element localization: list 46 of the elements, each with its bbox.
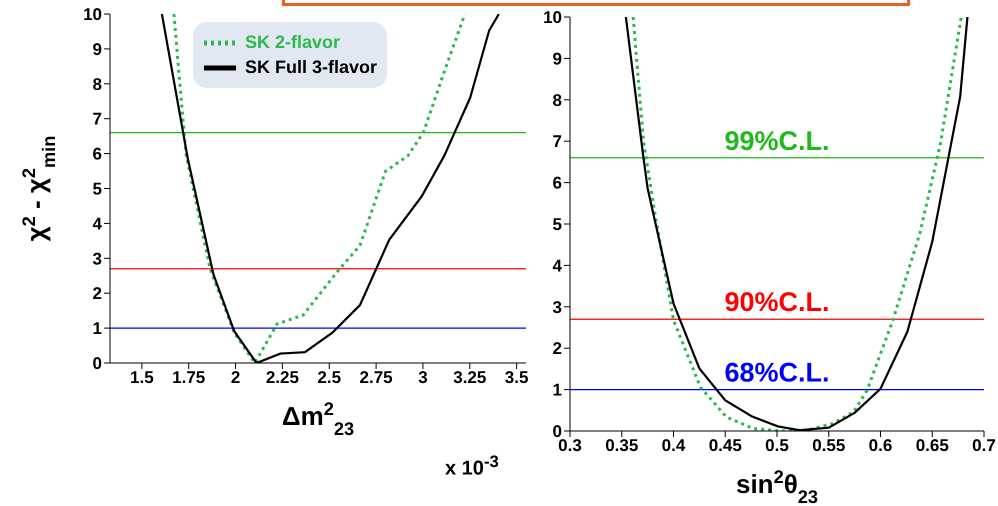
y-tick-label: 5: [92, 180, 102, 199]
y-tick-label: 10: [83, 5, 102, 24]
x-tick-label: 0.5: [765, 436, 789, 456]
x-tick-label: 0.6: [868, 436, 892, 456]
x-tick-label: 3: [418, 368, 428, 388]
y-tick-label: 9: [552, 49, 562, 68]
x-tick-label: 2.25: [266, 368, 299, 388]
ref-line-label: 68%C.L.: [724, 358, 830, 388]
y-tick-label: 1: [92, 319, 102, 338]
x-tick-label: 1.75: [172, 368, 206, 388]
x-tick-label: 0.55: [812, 436, 846, 456]
x-tick-label: 0.3: [558, 436, 582, 456]
x-tick-label: 0.4: [662, 436, 686, 456]
y-tick-label: 2: [552, 339, 562, 358]
legend-label: SK Full 3-flavor: [245, 57, 378, 78]
ref-line-label: 99%C.L.: [724, 126, 830, 156]
y-tick-label: 4: [92, 214, 103, 234]
x-tick-label: 2.75: [360, 368, 393, 388]
y-tick-label: 3: [92, 249, 102, 268]
y-tick-label: 10: [543, 8, 562, 28]
y-tick-label: 4: [552, 256, 563, 276]
x-tick-label: 0.65: [916, 436, 949, 456]
y-tick-label: 3: [552, 298, 562, 317]
x-tick-label: 3.5: [504, 368, 528, 388]
y-tick-label: 8: [92, 74, 102, 94]
x-tick-label: 1.5: [130, 368, 154, 388]
x-tick-label: 3.25: [453, 368, 486, 388]
y-tick-label: 7: [552, 132, 562, 152]
y-tick-label: 1: [552, 380, 562, 400]
legend-label: SK 2-flavor: [245, 32, 340, 53]
y-tick-label: 6: [552, 174, 562, 193]
x-tick-label: 0.45: [708, 436, 742, 456]
y-tick-label: 9: [92, 40, 102, 59]
ref-line-label: 90%C.L.: [724, 287, 830, 318]
x-tick-label: 0.7: [972, 436, 996, 456]
x-tick-label: 0.35: [605, 436, 638, 456]
x-tick-label: 2: [230, 368, 240, 388]
y-tick-label: 0: [92, 354, 102, 374]
y-tick-label: 8: [552, 90, 562, 110]
x-axis-title: sin$^{2}$θ$_{23}$: [736, 467, 818, 506]
text: x 10$^{-3}$: [445, 452, 499, 481]
y-tick-label: 5: [552, 215, 562, 234]
x-tick-label: 2.5: [317, 368, 342, 388]
y-tick-label: 7: [92, 110, 102, 129]
y-tick-label: 6: [92, 144, 102, 164]
y-tick-label: 2: [92, 284, 102, 304]
